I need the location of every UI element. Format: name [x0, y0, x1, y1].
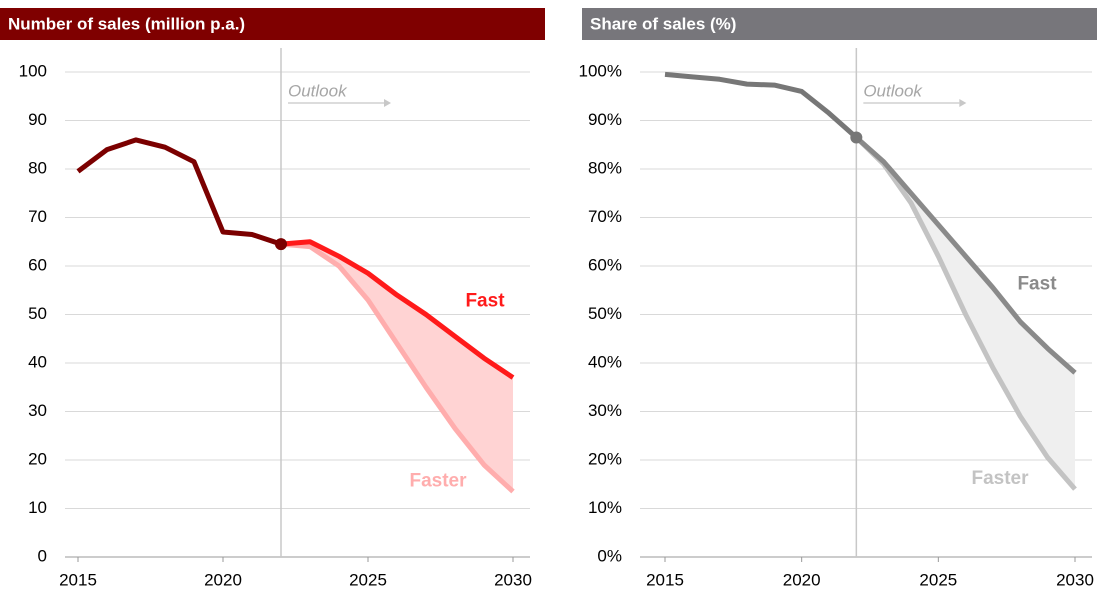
y-tick-label: 0% — [597, 546, 622, 565]
y-tick-label: 70% — [588, 207, 622, 226]
scenario-band — [281, 241, 513, 492]
outlook-arrowhead — [384, 99, 391, 107]
y-tick-label: 20% — [588, 449, 622, 468]
y-tick-label: 90% — [588, 110, 622, 129]
title-bar — [0, 8, 545, 40]
x-tick-label: 2020 — [783, 570, 821, 589]
y-tick-label: 70 — [28, 207, 47, 226]
x-tick-label: 2015 — [646, 570, 684, 589]
x-tick-label: 2025 — [349, 570, 387, 589]
y-tick-label: 80% — [588, 158, 622, 177]
y-tick-label: 50 — [28, 304, 47, 323]
series-line — [280, 241, 515, 494]
x-tick-label: 2030 — [1056, 570, 1094, 589]
series-label: Fast — [1017, 274, 1057, 295]
series-label: Fast — [465, 291, 505, 312]
x-tick-label: 2015 — [59, 570, 97, 589]
series-label: Faster — [971, 468, 1029, 489]
series-line — [664, 71, 858, 140]
y-tick-label: 30% — [588, 401, 622, 420]
y-tick-label: 10 — [28, 498, 47, 517]
y-tick-label: 100 — [19, 61, 47, 80]
series-line — [76, 137, 282, 247]
y-tick-label: 30 — [28, 401, 47, 420]
series-label: Faster — [409, 471, 467, 492]
current-point — [850, 131, 863, 144]
y-tick-label: 100% — [579, 61, 622, 80]
y-tick-label: 60 — [28, 255, 47, 274]
series-line — [854, 135, 1077, 375]
y-tick-label: 90 — [28, 110, 47, 129]
y-tick-label: 0 — [38, 546, 47, 565]
chart-title: Share of sales (%) — [590, 14, 736, 33]
y-tick-label: 40 — [28, 352, 47, 371]
y-tick-label: 20 — [28, 449, 47, 468]
y-tick-label: 10% — [588, 498, 622, 517]
series-line — [280, 239, 515, 380]
x-tick-label: 2025 — [919, 570, 957, 589]
y-tick-label: 40% — [588, 352, 622, 371]
y-tick-label: 50% — [588, 304, 622, 323]
x-tick-label: 2030 — [494, 570, 532, 589]
current-point — [275, 238, 287, 251]
series-line — [854, 135, 1077, 491]
chart-panel: Share of sales (%) 0% 10% 20% 30% 40% 50% 60% 70… — [579, 8, 1097, 589]
outlook-arrowhead — [959, 99, 967, 107]
y-tick-label: 80 — [28, 158, 47, 177]
outlook-label: Outlook — [288, 81, 348, 100]
outlook-label: Outlook — [863, 81, 923, 100]
title-bar — [582, 8, 1097, 40]
y-tick-label: 60% — [588, 255, 622, 274]
chart-panel: Number of sales (million p.a.)0102030405… — [0, 8, 545, 589]
chart-title: Number of sales (million p.a.) — [8, 14, 245, 33]
x-tick-label: 2020 — [204, 570, 242, 589]
